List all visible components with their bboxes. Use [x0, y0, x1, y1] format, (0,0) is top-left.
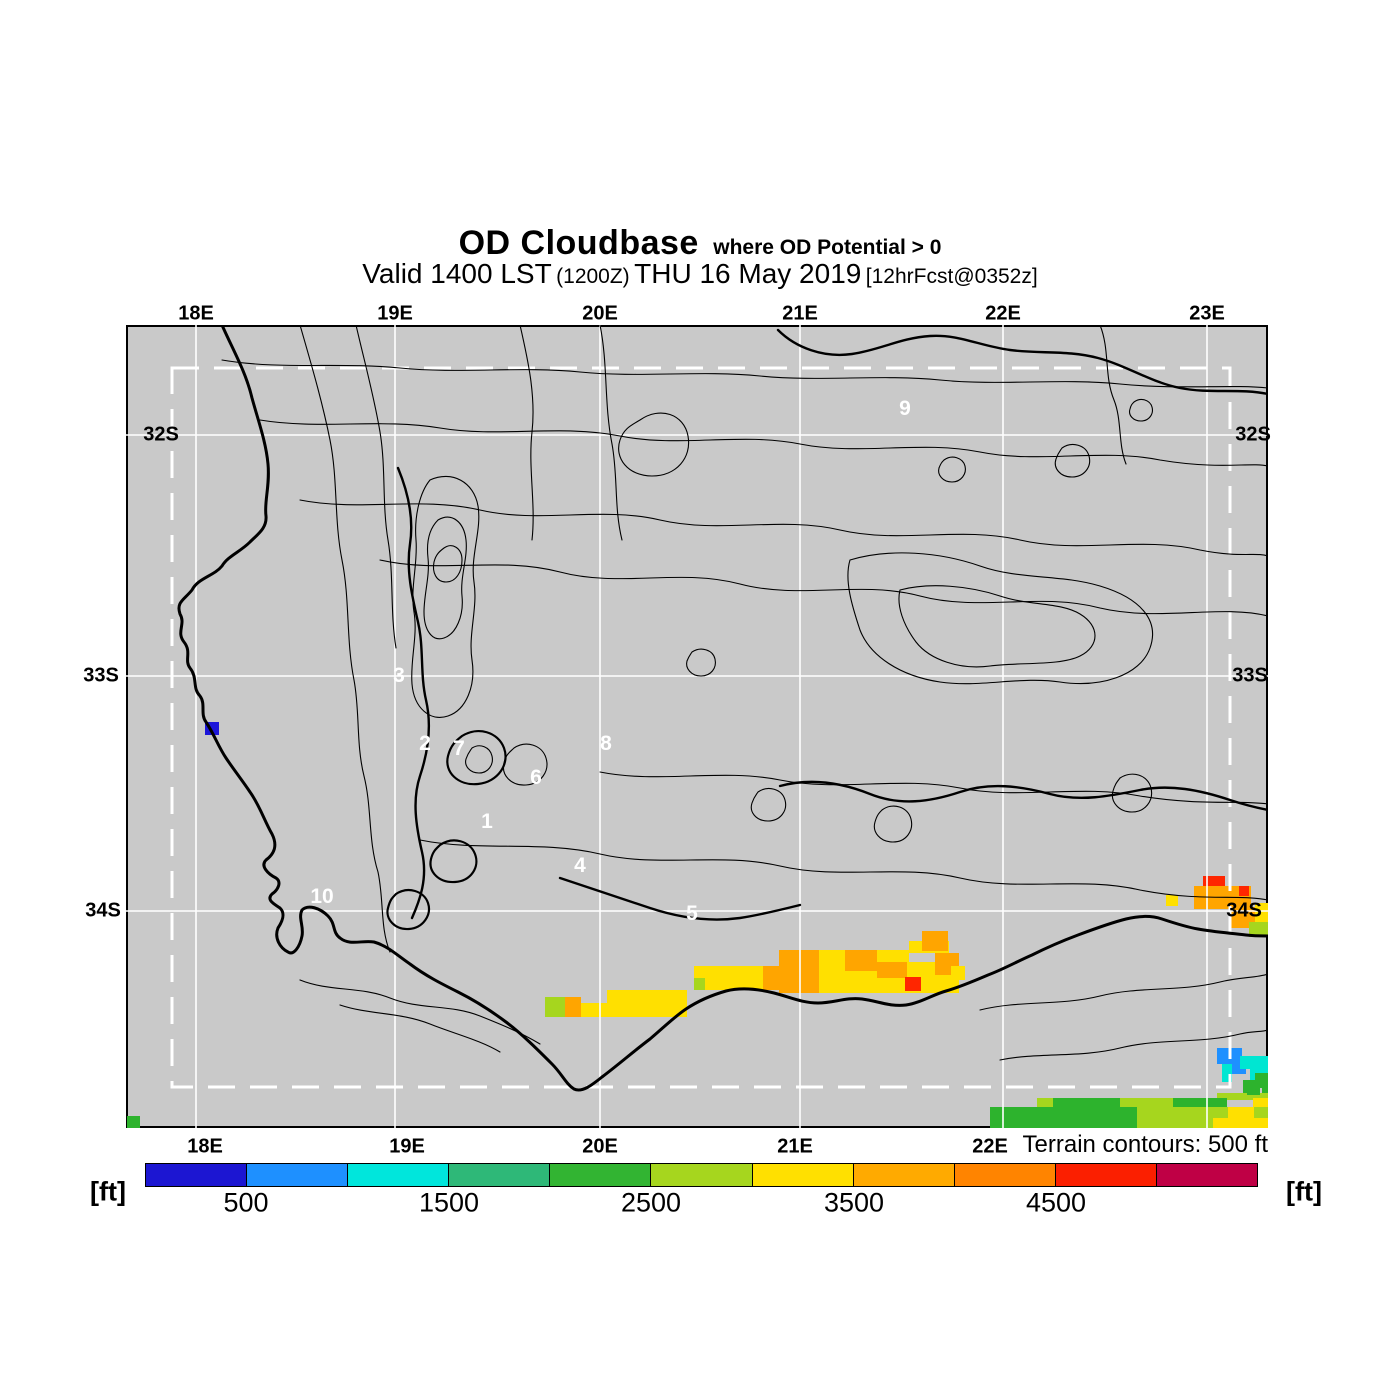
map-canvas	[126, 325, 1268, 1128]
valid-zulu: (1200Z)	[556, 265, 630, 288]
cloudbase-cell	[1166, 895, 1178, 906]
lon-label-bottom-18E: 18E	[187, 1135, 223, 1158]
lat-label-right-32S: 32S	[1235, 423, 1271, 446]
colorbar-segment-5	[651, 1164, 753, 1186]
region-label-6: 6	[530, 766, 542, 789]
terrain-note: Terrain contours: 500 ft	[1022, 1131, 1268, 1158]
forecast-tag: [12hrFcst@0352z]	[865, 265, 1038, 288]
region-label-8: 8	[600, 732, 612, 755]
cloudbase-cell	[581, 1003, 687, 1017]
region-label-7: 7	[453, 737, 465, 760]
colorbar-tick-4500: 4500	[1025, 1187, 1087, 1218]
lon-label-top-22E: 22E	[985, 302, 1021, 325]
cloudbase-cell	[1239, 886, 1249, 896]
cloudbase-cell	[1254, 1107, 1268, 1118]
region-label-3: 3	[393, 664, 405, 687]
cloudbase-cell	[922, 931, 948, 951]
title-qualifier: where OD Potential > 0	[713, 236, 942, 259]
cloudbase-cell	[1137, 1118, 1213, 1128]
lat-label-right-34S: 34S	[1226, 899, 1262, 922]
cloudbase-cell	[951, 966, 965, 980]
colorbar-segment-7	[853, 1164, 955, 1186]
valid-date: THU 16 May 2019	[634, 258, 862, 289]
colorbar-segment-4	[550, 1164, 652, 1186]
region-label-1: 1	[481, 810, 493, 833]
cloudbase-cell	[1222, 1064, 1232, 1082]
lat-label-left-33S: 33S	[83, 664, 119, 687]
cloudbase-cell	[845, 950, 877, 971]
cloudbase-cell	[694, 978, 705, 990]
cloudbase-cell	[1247, 1088, 1260, 1095]
lon-label-bottom-22E: 22E	[972, 1135, 1008, 1158]
cloudbase-cell	[127, 1116, 140, 1128]
cloudbase-cell	[1037, 1098, 1219, 1107]
cloudbase-cell	[990, 1107, 1137, 1128]
colorbar-segment-0	[146, 1164, 248, 1186]
cloudbase-cell	[565, 997, 581, 1017]
cloudbase-cell	[1173, 1098, 1227, 1107]
region-label-5: 5	[686, 902, 698, 925]
cloudbase-cell	[1137, 1107, 1228, 1118]
cloudbase-cell	[1213, 1118, 1268, 1128]
cloudbase-cell	[205, 722, 219, 735]
cloudbase-cell	[819, 950, 845, 971]
colorbar-unit-right: [ft]	[1286, 1176, 1322, 1207]
colorbar-unit-left: [ft]	[90, 1176, 126, 1207]
lon-label-bottom-20E: 20E	[582, 1135, 618, 1158]
region-label-4: 4	[574, 854, 586, 877]
colorbar-tick-1500: 1500	[418, 1187, 480, 1218]
lon-label-top-18E: 18E	[178, 302, 214, 325]
cloudbase-cell	[607, 990, 687, 1003]
lon-label-bottom-19E: 19E	[389, 1135, 425, 1158]
lon-label-top-23E: 23E	[1189, 302, 1225, 325]
colorbar-segment-1	[247, 1164, 349, 1186]
colorbar-tick-2500: 2500	[620, 1187, 682, 1218]
region-label-2: 2	[419, 732, 431, 755]
cloudbase-colorbar	[145, 1163, 1258, 1187]
lon-label-top-20E: 20E	[582, 302, 618, 325]
lat-label-left-34S: 34S	[85, 899, 121, 922]
cloudbase-cell	[1249, 922, 1268, 937]
region-label-9: 9	[899, 397, 911, 420]
colorbar-segment-6	[752, 1164, 854, 1186]
cloudbase-cell	[1262, 1085, 1268, 1098]
title-main: OD Cloudbase	[458, 224, 699, 262]
colorbar-segment-9	[1055, 1164, 1157, 1186]
colorbar-segment-10	[1156, 1164, 1258, 1186]
lon-label-bottom-21E: 21E	[777, 1135, 813, 1158]
lat-label-left-32S: 32S	[143, 423, 179, 446]
cloudbase-cell	[1217, 1093, 1268, 1100]
valid-time-line: Valid 1400 LST (1200Z) THU 16 May 2019 […	[0, 258, 1400, 290]
cloudbase-cell	[1253, 1098, 1268, 1107]
cloudbase-cell	[877, 962, 907, 978]
cloudbase-cell	[905, 977, 921, 991]
cloudbase-cell	[1228, 1107, 1254, 1118]
lat-label-right-33S: 33S	[1232, 664, 1268, 687]
lon-label-top-19E: 19E	[377, 302, 413, 325]
colorbar-segment-8	[954, 1164, 1056, 1186]
colorbar-tick-500: 500	[223, 1187, 269, 1218]
colorbar-tick-3500: 3500	[823, 1187, 885, 1218]
cloudbase-cell	[779, 950, 819, 993]
cloudbase-cell	[545, 997, 565, 1017]
chart-title: OD Cloudbase where OD Potential > 0	[0, 224, 1400, 263]
valid-prefix: Valid 1400 LST	[362, 258, 552, 289]
lon-label-top-21E: 21E	[782, 302, 818, 325]
colorbar-segment-3	[449, 1164, 551, 1186]
cloudbase-cell	[1053, 1098, 1120, 1107]
colorbar-segment-2	[348, 1164, 450, 1186]
region-label-10: 10	[310, 885, 334, 908]
